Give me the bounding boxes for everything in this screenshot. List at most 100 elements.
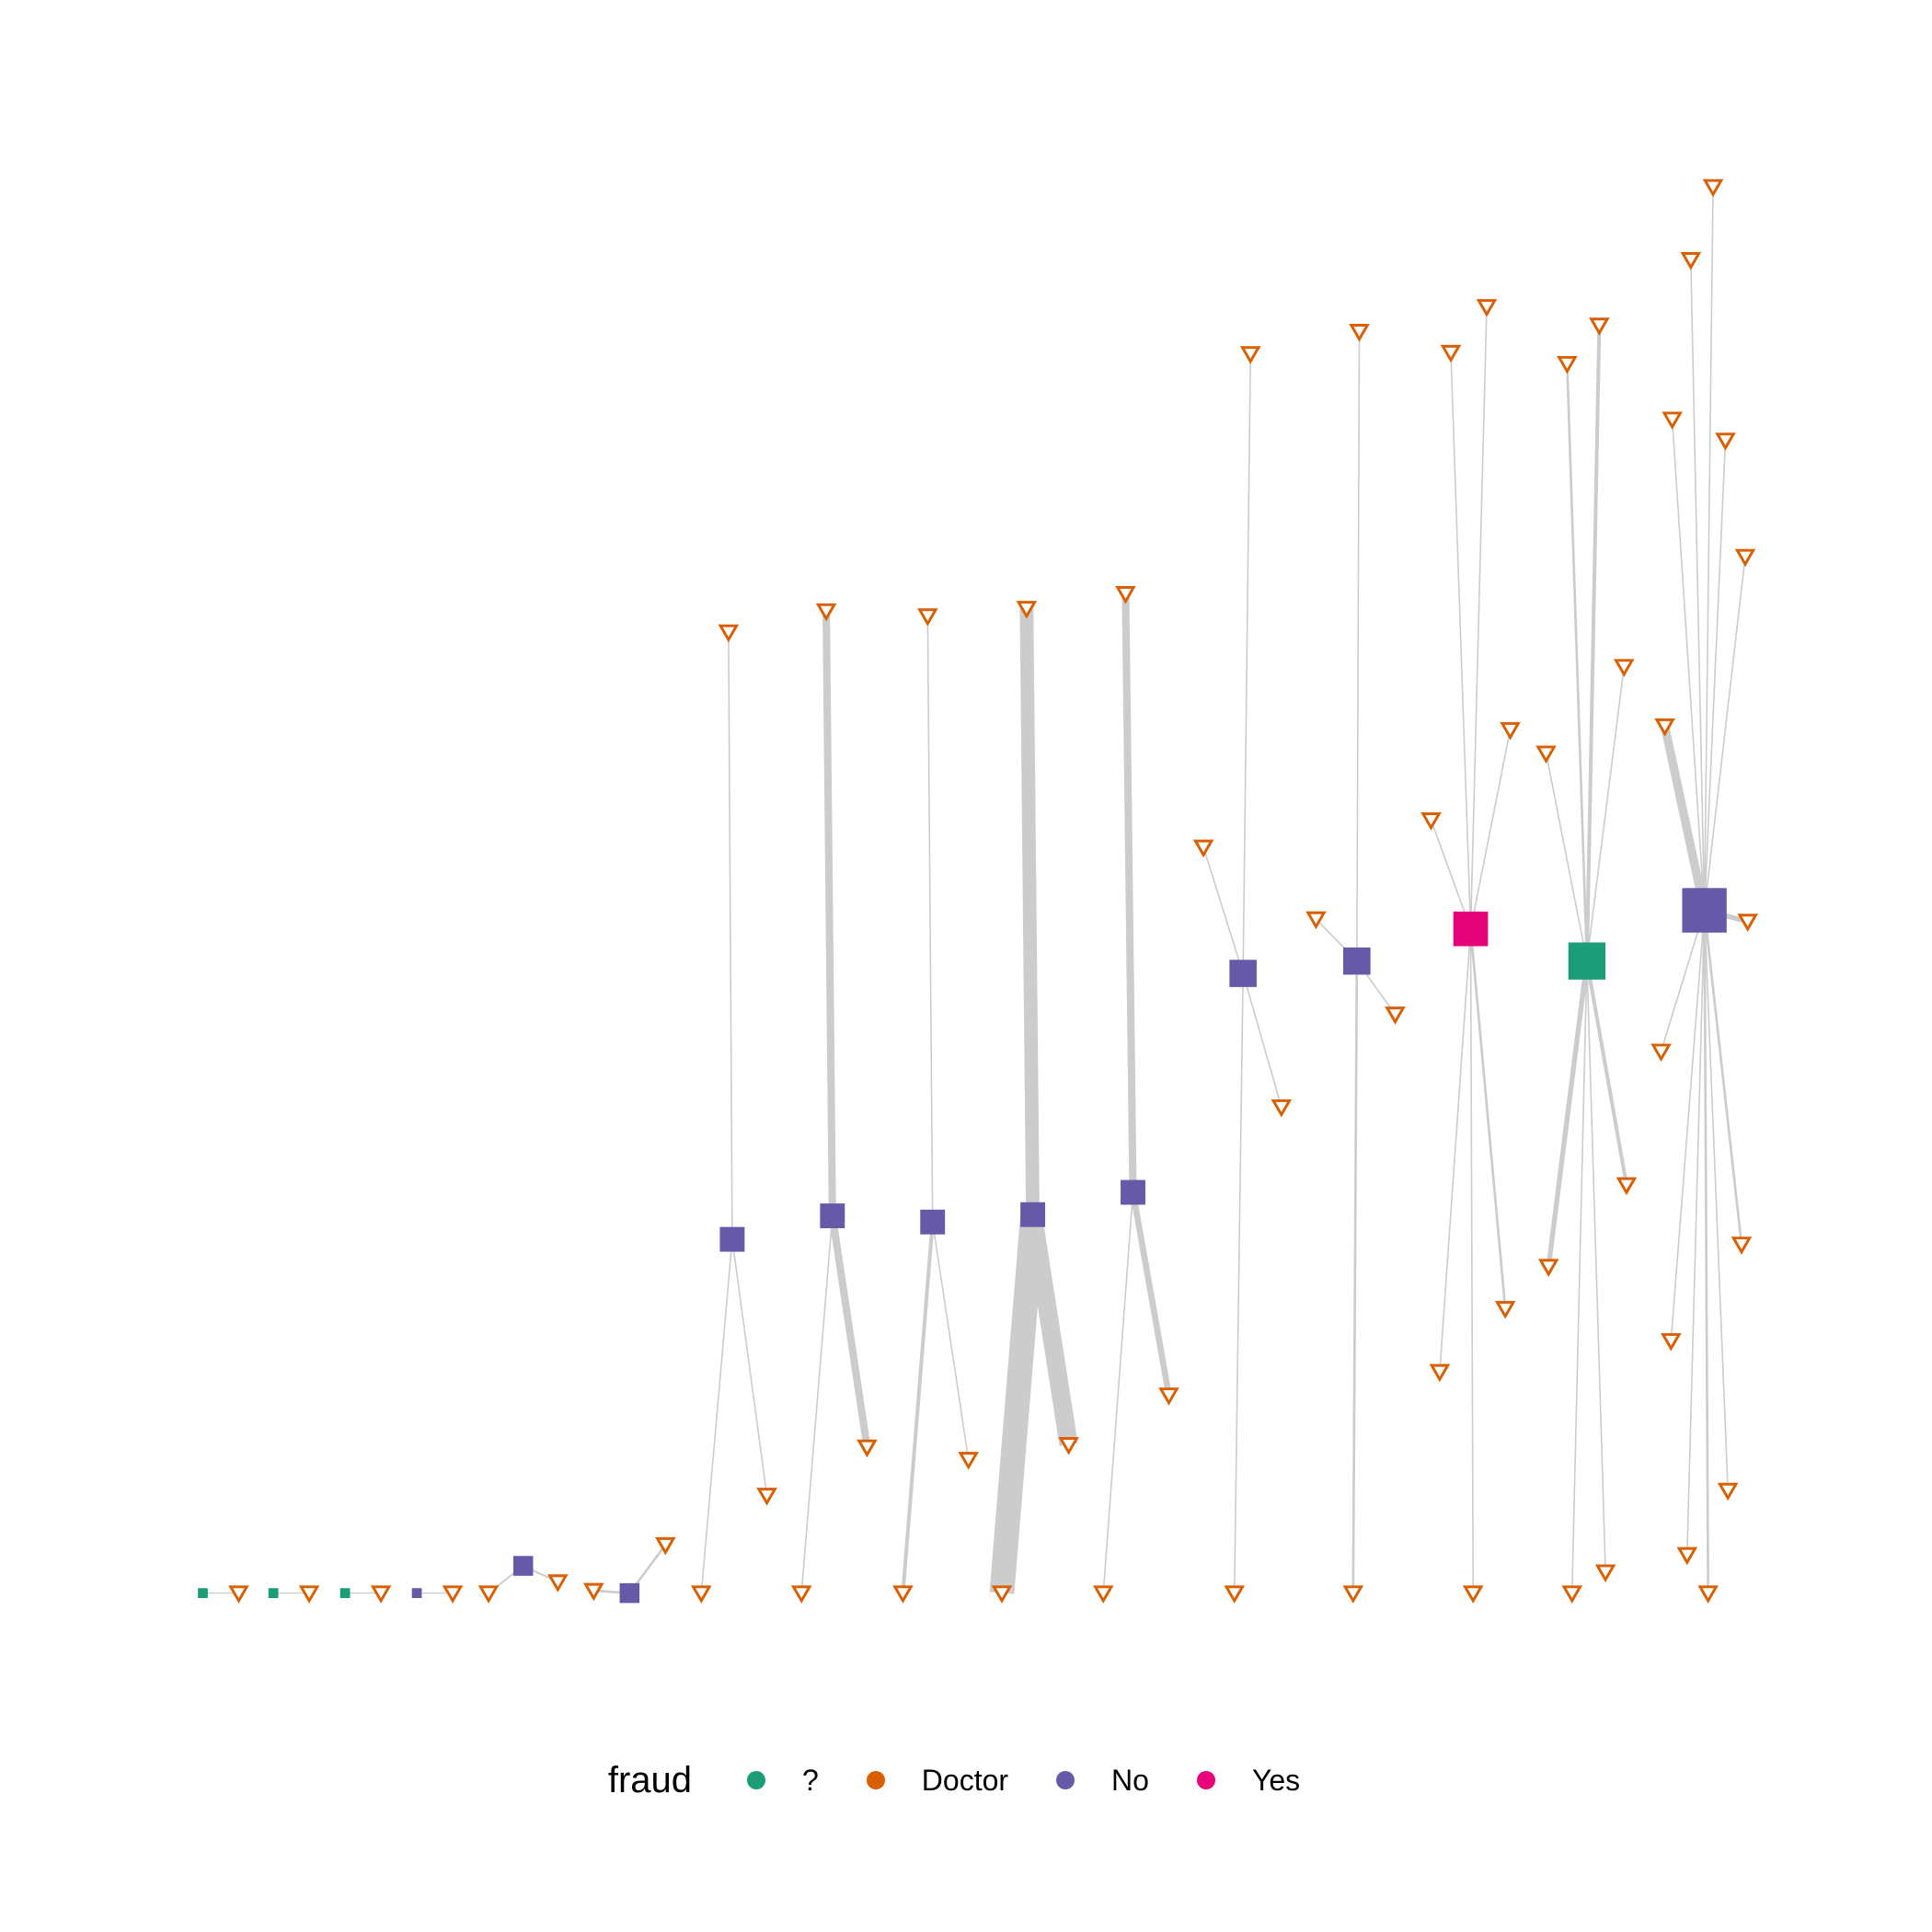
doctor-node bbox=[690, 1585, 712, 1604]
doctor-node bbox=[790, 1585, 812, 1604]
patient-node bbox=[820, 1203, 845, 1229]
edge bbox=[1130, 1191, 1172, 1397]
doctor-node bbox=[1650, 1043, 1672, 1063]
doctor-node bbox=[1429, 1363, 1451, 1383]
doctor-node bbox=[815, 603, 837, 622]
doctor-node bbox=[1589, 317, 1610, 336]
doctor-node bbox=[756, 1488, 777, 1506]
patient-node-layer bbox=[198, 888, 1727, 1604]
edge bbox=[1586, 960, 1606, 1572]
legend-label-yes: Yes bbox=[1251, 1763, 1301, 1797]
doctor-node bbox=[1342, 1585, 1364, 1604]
doctor-node bbox=[1561, 1585, 1583, 1604]
edge bbox=[1019, 608, 1040, 1215]
doctor-node bbox=[1702, 178, 1724, 198]
edge bbox=[1566, 363, 1589, 961]
doctor-node bbox=[1305, 911, 1327, 930]
doctor-node bbox=[370, 1585, 392, 1604]
doctor-node bbox=[298, 1585, 320, 1604]
doctor-node bbox=[1016, 601, 1038, 619]
edge bbox=[1703, 910, 1710, 1593]
legend-dot-unknown bbox=[747, 1771, 765, 1789]
edge bbox=[1670, 910, 1706, 1341]
doctor-node bbox=[1271, 1098, 1293, 1118]
doctor-node bbox=[1440, 344, 1462, 363]
edge bbox=[1703, 440, 1727, 911]
legend-item-unknown: ? bbox=[747, 1764, 819, 1798]
edge bbox=[731, 1239, 768, 1496]
edge bbox=[1356, 331, 1361, 961]
legend-label-no: No bbox=[1111, 1763, 1149, 1797]
edge bbox=[1584, 325, 1602, 961]
doctor-node bbox=[1462, 1585, 1484, 1604]
doctor-node bbox=[1420, 812, 1442, 831]
edge bbox=[1703, 186, 1714, 911]
patient-node bbox=[719, 1226, 745, 1252]
doctor-node bbox=[1158, 1387, 1179, 1406]
legend-dot-doctor bbox=[866, 1771, 885, 1789]
doctor-node bbox=[1661, 1333, 1682, 1351]
doctor-node bbox=[228, 1585, 249, 1604]
edge bbox=[822, 611, 836, 1216]
edge bbox=[1703, 910, 1743, 1245]
doctor-node bbox=[1058, 1436, 1079, 1455]
doctor-node bbox=[1192, 839, 1214, 858]
patient-node bbox=[920, 1209, 946, 1235]
edge bbox=[1233, 973, 1244, 1593]
doctor-node bbox=[1537, 1259, 1559, 1277]
legend: fraud ? Doctor No Yes bbox=[0, 1748, 1932, 1812]
edge bbox=[1102, 1191, 1134, 1593]
edge bbox=[1450, 352, 1472, 929]
doctor-node bbox=[1717, 1482, 1739, 1501]
edge bbox=[828, 1214, 871, 1448]
doctor-node bbox=[655, 1536, 676, 1556]
edge bbox=[1469, 928, 1475, 1593]
patient-node bbox=[1121, 1179, 1145, 1205]
edge bbox=[1023, 1213, 1078, 1446]
legend-dot-yes bbox=[1196, 1771, 1215, 1789]
edge bbox=[1660, 910, 1706, 1052]
doctor-node bbox=[991, 1585, 1013, 1604]
patient-node bbox=[512, 1556, 534, 1576]
doctor-node bbox=[1680, 252, 1702, 270]
doctor-node bbox=[1737, 914, 1758, 932]
doctor-node bbox=[1092, 1585, 1114, 1604]
doctor-node bbox=[1494, 1301, 1516, 1319]
doctor-node bbox=[857, 1439, 878, 1458]
edge bbox=[1202, 846, 1244, 974]
edge bbox=[728, 631, 733, 1240]
doctor-node bbox=[477, 1585, 500, 1604]
doctor-node bbox=[1594, 1564, 1616, 1583]
edge bbox=[1690, 259, 1706, 911]
edge bbox=[1242, 353, 1252, 974]
legend-item-yes: Yes bbox=[1196, 1763, 1301, 1798]
patient-node bbox=[1343, 947, 1371, 975]
doctor-node bbox=[1239, 346, 1261, 364]
edge bbox=[1661, 725, 1709, 912]
edge bbox=[700, 1239, 733, 1593]
edge bbox=[1469, 306, 1488, 929]
doctor-node bbox=[1731, 1236, 1753, 1255]
edge-layer bbox=[202, 186, 1749, 1594]
patient-node bbox=[1020, 1202, 1046, 1227]
edge bbox=[1685, 910, 1706, 1555]
doctor-node bbox=[1613, 659, 1635, 677]
edge bbox=[800, 1215, 834, 1593]
edge bbox=[1584, 960, 1628, 1186]
edge bbox=[1671, 419, 1706, 911]
doctor-node bbox=[1557, 355, 1578, 374]
doctor-node bbox=[892, 1585, 914, 1604]
doctor-node bbox=[547, 1574, 569, 1593]
doctor-node bbox=[583, 1582, 604, 1602]
legend-title: fraud bbox=[607, 1759, 692, 1800]
legend-item-doctor: Doctor bbox=[866, 1763, 1009, 1798]
legend-label-doctor: Doctor bbox=[921, 1763, 1009, 1797]
doctor-node bbox=[1697, 1585, 1719, 1604]
edge bbox=[1586, 666, 1626, 961]
doctor-node bbox=[1654, 718, 1675, 737]
patient-node bbox=[1568, 942, 1606, 980]
edge bbox=[989, 1213, 1045, 1594]
patient-node bbox=[198, 1588, 208, 1599]
edge bbox=[1570, 960, 1588, 1593]
edge bbox=[1469, 928, 1507, 1309]
